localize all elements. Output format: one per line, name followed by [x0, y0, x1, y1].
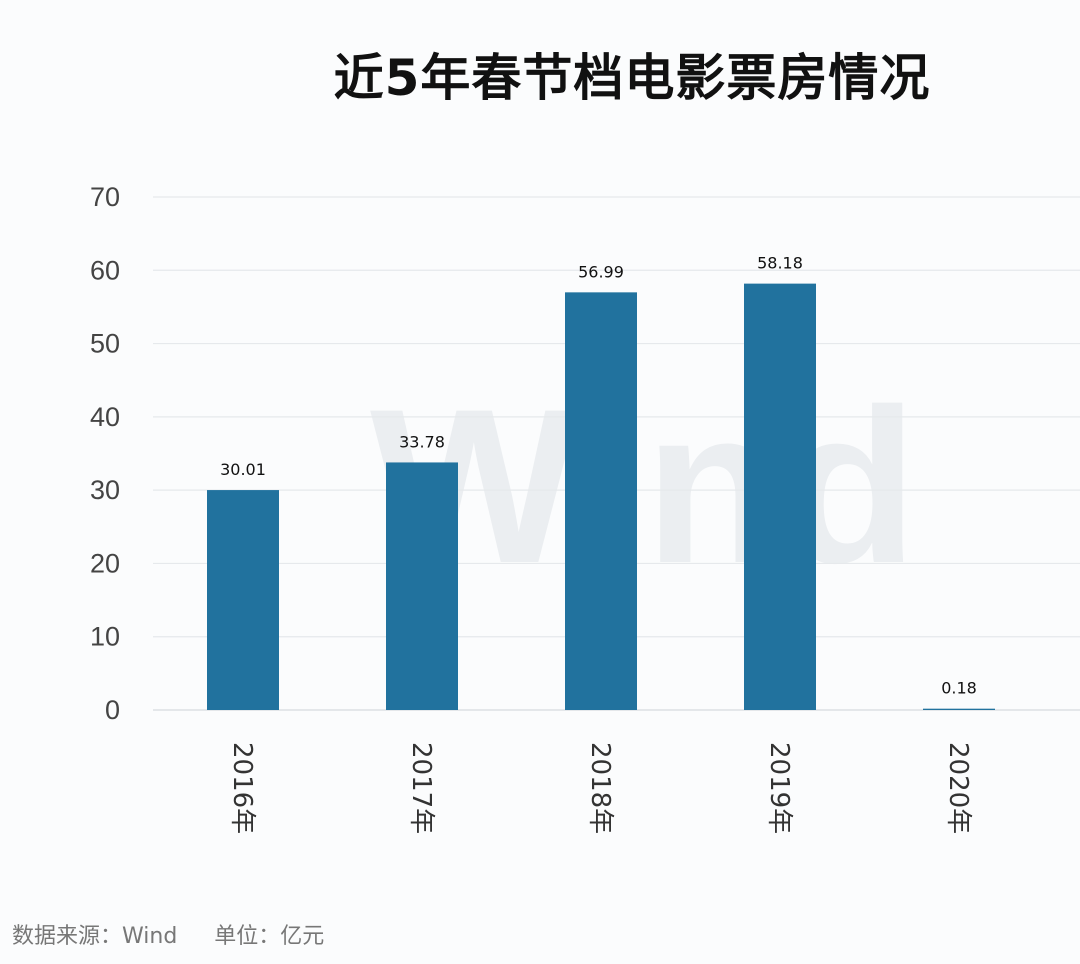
y-tick-label: 50	[90, 329, 120, 359]
bar	[744, 283, 816, 710]
bar	[207, 490, 279, 710]
source-note: 数据来源：Wind	[12, 924, 178, 949]
bar	[565, 292, 637, 710]
bar	[923, 708, 995, 710]
y-tick-label: 10	[90, 622, 120, 652]
y-tick-label: 20	[90, 548, 120, 578]
x-tick-label: 2017年	[406, 742, 436, 834]
y-tick-label: 70	[90, 182, 120, 212]
data-label: 58.18	[757, 254, 803, 273]
x-tick-label: 2019年	[764, 742, 794, 834]
x-tick-label: 2016年	[227, 742, 257, 834]
bar	[386, 462, 458, 710]
unit-note: 单位：亿元	[214, 924, 325, 949]
data-label: 30.01	[220, 460, 266, 479]
x-tick-label: 2020年	[943, 742, 973, 834]
x-tick-label: 2018年	[585, 742, 615, 834]
y-tick-label: 0	[105, 695, 120, 725]
data-label: 56.99	[578, 262, 624, 281]
chart-footer: 数据来源：Wind 单位：亿元	[12, 918, 354, 950]
watermark: Wind	[370, 363, 922, 609]
chart-title: 近5年春节档电影票房情况	[333, 49, 931, 107]
data-label: 33.78	[399, 432, 445, 451]
y-tick-label: 40	[90, 402, 120, 432]
data-label: 0.18	[941, 679, 977, 698]
y-tick-label: 30	[90, 475, 120, 505]
y-tick-label: 60	[90, 255, 120, 285]
